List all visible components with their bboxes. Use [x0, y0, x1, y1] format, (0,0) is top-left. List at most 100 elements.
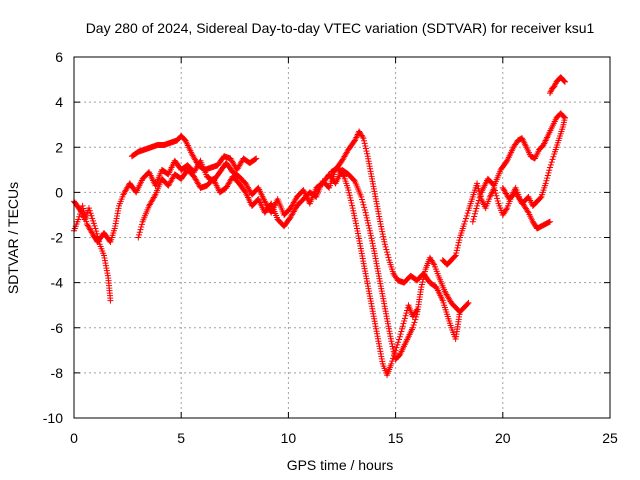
y-tick-label: -10 — [43, 410, 63, 426]
data-point — [409, 324, 416, 331]
data-point — [348, 200, 355, 207]
data-marks — [71, 74, 568, 379]
data-point — [492, 190, 499, 197]
data-point — [360, 201, 367, 208]
data-point — [561, 78, 568, 85]
data-point — [396, 336, 403, 343]
data-point — [378, 226, 385, 233]
y-tick-label: -4 — [51, 275, 64, 291]
series-track-d — [135, 128, 463, 343]
data-point — [352, 220, 359, 227]
data-point — [397, 331, 404, 338]
data-point — [395, 339, 402, 346]
data-point — [561, 78, 568, 85]
data-point — [469, 218, 476, 225]
data-point — [546, 164, 553, 171]
data-point — [390, 352, 397, 359]
data-point — [80, 205, 87, 212]
data-point — [82, 215, 89, 222]
data-point — [524, 208, 531, 215]
data-point — [389, 343, 396, 350]
data-point — [391, 350, 398, 357]
y-tick-label: 0 — [55, 184, 63, 200]
data-point — [75, 216, 82, 223]
x-axis-title: GPS time / hours — [287, 457, 394, 473]
data-point — [388, 360, 395, 367]
data-point — [353, 222, 360, 229]
data-point — [253, 155, 260, 162]
data-point — [359, 199, 366, 206]
chart-title: Day 280 of 2024, Sidereal Day-to-day VTE… — [86, 20, 595, 36]
data-point — [476, 194, 483, 201]
data-point — [352, 217, 359, 224]
data-point — [380, 236, 387, 243]
data-point — [399, 325, 406, 332]
data-point — [138, 223, 145, 230]
data-point — [413, 308, 420, 315]
data-point — [360, 135, 367, 142]
data-point — [474, 180, 481, 187]
data-point — [462, 218, 469, 225]
data-point — [389, 358, 396, 365]
data-point — [89, 215, 96, 222]
data-point — [358, 193, 365, 200]
data-point — [76, 213, 83, 220]
data-point — [151, 193, 158, 200]
data-point — [365, 222, 372, 229]
data-point — [473, 205, 480, 212]
data-point — [83, 218, 90, 225]
data-point — [546, 218, 553, 225]
data-point — [470, 216, 477, 223]
data-point — [544, 172, 551, 179]
data-point — [366, 227, 373, 234]
data-point — [136, 229, 143, 236]
data-point — [91, 222, 98, 229]
data-point — [411, 319, 418, 326]
data-point — [380, 233, 387, 240]
data-point — [418, 284, 425, 291]
series-track-h — [499, 114, 568, 209]
data-point — [383, 246, 390, 253]
data-point — [93, 228, 100, 235]
data-point — [452, 252, 459, 259]
series-track-e — [328, 164, 421, 379]
x-tick-label: 10 — [281, 430, 297, 446]
data-point — [137, 226, 144, 233]
data-point — [384, 249, 391, 256]
data-point — [398, 328, 405, 335]
data-point — [550, 153, 557, 160]
data-point — [403, 310, 410, 317]
data-point — [494, 198, 501, 205]
data-point — [368, 235, 375, 242]
data-point — [350, 207, 357, 214]
data-point — [418, 281, 425, 288]
data-point — [359, 133, 366, 140]
data-point — [367, 232, 374, 239]
y-tick-label: -2 — [51, 230, 64, 246]
y-tick-label: -6 — [51, 320, 64, 336]
y-tick-label: 4 — [55, 94, 63, 110]
axis-ticks — [73, 56, 611, 419]
data-point — [366, 225, 373, 232]
data-point — [549, 156, 556, 163]
data-point — [364, 217, 371, 224]
data-point — [491, 187, 498, 194]
x-tick-label: 5 — [177, 430, 185, 446]
data-point — [369, 237, 376, 244]
y-axis-title: SDTVAR / TECUs — [5, 182, 21, 294]
data-point — [361, 204, 368, 211]
data-point — [381, 241, 388, 248]
data-point — [543, 177, 550, 184]
data-point — [456, 237, 463, 244]
y-tick-label: 6 — [55, 49, 63, 65]
data-point — [412, 316, 419, 323]
x-tick-label: 25 — [602, 430, 618, 446]
data-point — [455, 242, 462, 249]
data-point — [351, 215, 358, 222]
data-point — [347, 197, 354, 204]
data-point — [362, 145, 369, 152]
data-point — [454, 244, 461, 251]
data-point — [135, 234, 142, 241]
data-point — [365, 219, 372, 226]
data-point — [453, 249, 460, 256]
